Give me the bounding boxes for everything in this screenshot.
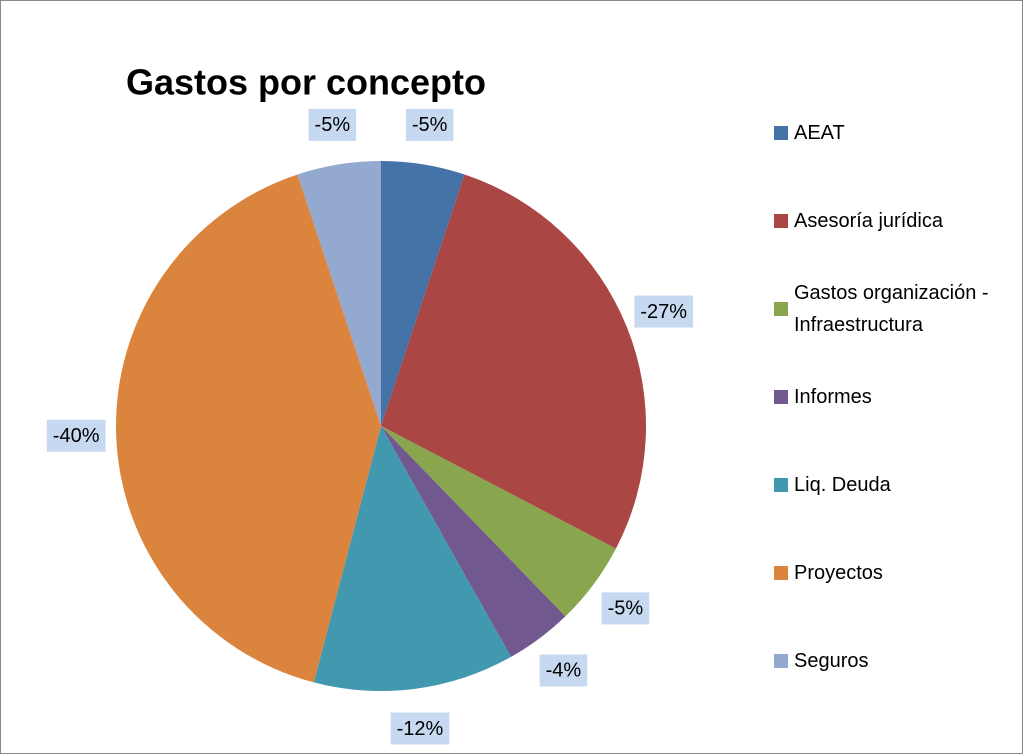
data-label: -5% [601, 592, 650, 625]
legend-item: Informes [774, 353, 1014, 441]
legend-item: Liq. Deuda [774, 441, 1014, 529]
pie-slice [116, 174, 381, 683]
pie-slice [313, 426, 512, 691]
chart-title: Gastos por concepto [126, 62, 486, 103]
legend-item: Seguros [774, 617, 1014, 705]
legend-label: Liq. Deuda [794, 474, 891, 496]
pie-slice [381, 426, 566, 657]
legend-label: Informes [794, 386, 872, 408]
data-label: -5% [308, 108, 357, 141]
data-label: -12% [390, 712, 450, 745]
data-label: -4% [539, 654, 588, 687]
legend-label: Seguros [794, 650, 869, 672]
data-label-box [308, 108, 357, 141]
legend-item: AEAT [774, 89, 1014, 177]
legend-swatch [774, 654, 788, 668]
data-label-text: -5% [608, 598, 644, 620]
data-label: -40% [46, 419, 106, 452]
data-label: -5% [405, 108, 454, 141]
data-label-text: -5% [315, 114, 351, 136]
data-label-text: -4% [546, 660, 582, 682]
legend-label: AEAT [794, 122, 845, 144]
legend-swatch [774, 302, 788, 316]
legend-item: Gastos organización - Infraestructura [774, 265, 1014, 353]
pie-slice [381, 161, 465, 426]
legend: AEAT Asesoría jurídica Gastos organización… [774, 89, 1014, 705]
data-label-text: -27% [640, 301, 687, 323]
legend-swatch [774, 126, 788, 140]
data-label-box [405, 108, 454, 141]
pie-slice [297, 161, 381, 426]
data-label-box [601, 592, 650, 625]
data-label-box [390, 712, 450, 745]
legend-swatch [774, 478, 788, 492]
legend-item: Proyectos [774, 529, 1014, 617]
data-label-text: -5% [412, 114, 448, 136]
pie-slice [381, 174, 646, 549]
legend-swatch [774, 566, 788, 580]
legend-label: Asesoría jurídica [794, 210, 943, 232]
legend-swatch [774, 214, 788, 228]
data-label-box [634, 295, 694, 328]
data-label: -27% [634, 295, 694, 328]
legend-label: Proyectos [794, 562, 883, 584]
data-label-box [539, 654, 588, 687]
legend-item: Asesoría jurídica [774, 177, 1014, 265]
legend-label: Gastos organización - Infraestructura [794, 282, 989, 336]
pie-slice [381, 426, 616, 617]
data-label-box [46, 419, 106, 452]
data-label-text: -40% [53, 425, 100, 447]
data-label-text: -12% [397, 718, 444, 740]
legend-swatch [774, 390, 788, 404]
